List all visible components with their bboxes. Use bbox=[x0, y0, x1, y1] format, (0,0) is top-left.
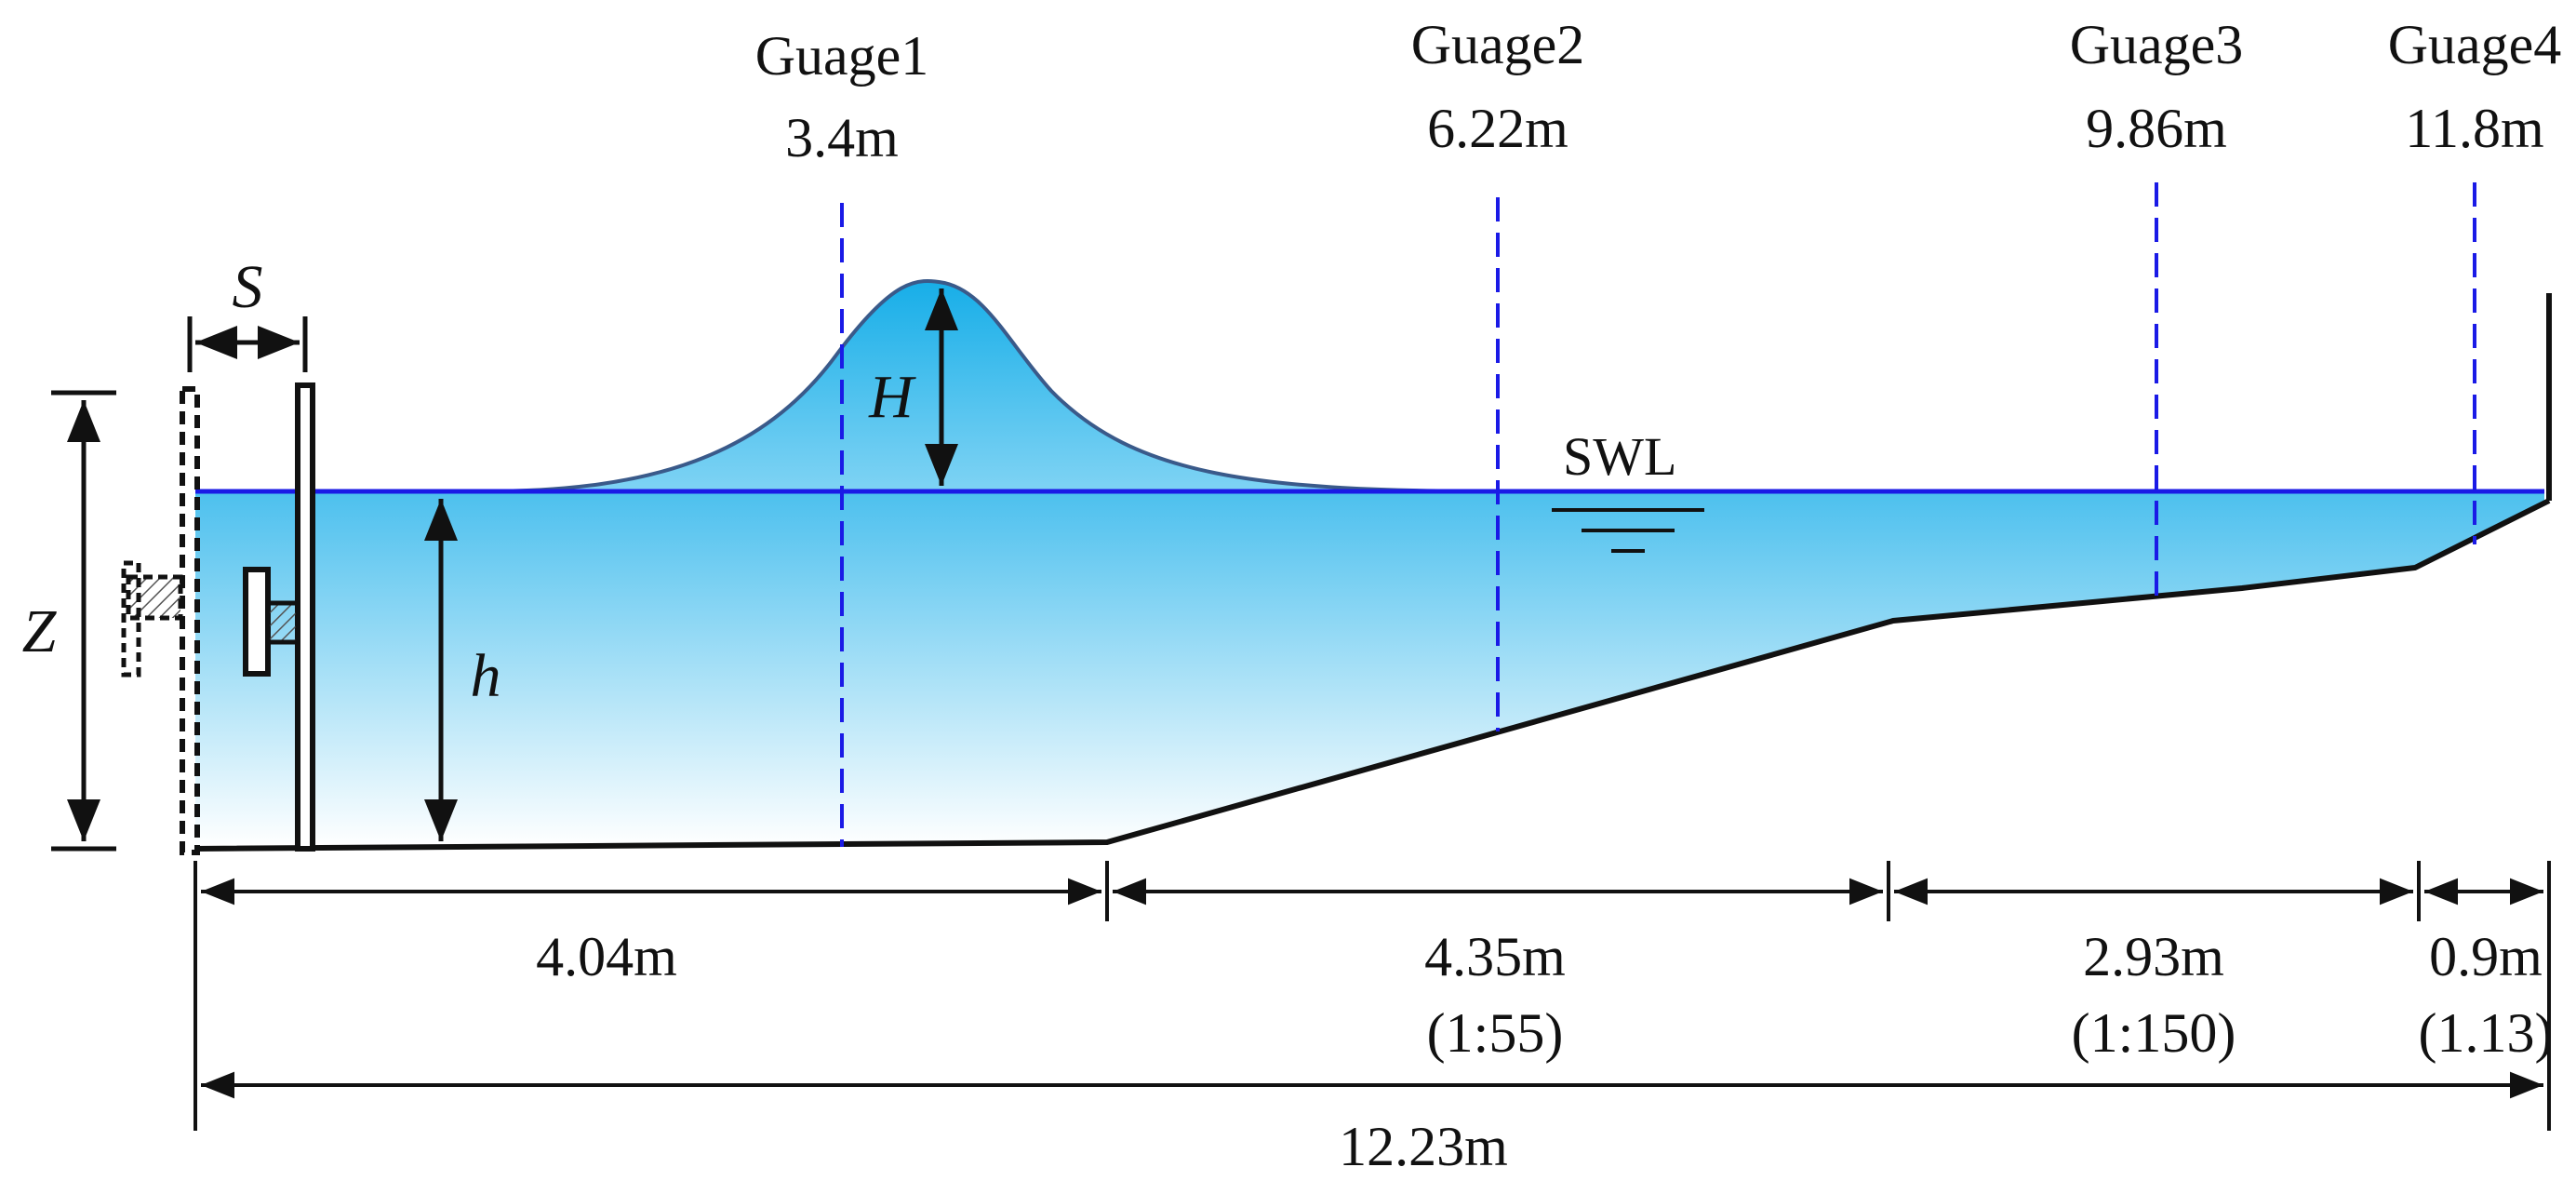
gauge1-distance: 3.4m bbox=[785, 107, 899, 168]
stroke-symbol: S bbox=[233, 253, 263, 321]
swl-symbol bbox=[1552, 508, 1704, 553]
segment1-length: 4.04m bbox=[536, 926, 677, 987]
swl-label: SWL bbox=[1563, 426, 1676, 487]
paddle-height-symbol: Z bbox=[22, 597, 58, 665]
segment2-slope: (1:55) bbox=[1427, 1002, 1564, 1064]
segment4-slope: (1.13) bbox=[2419, 1002, 2554, 1064]
wavemaker-back-wall bbox=[180, 386, 200, 855]
wave-height-symbol: H bbox=[868, 363, 916, 431]
segment3-length: 2.93m bbox=[2083, 926, 2224, 987]
segment2-length: 4.35m bbox=[1424, 926, 1566, 987]
actuator-solid bbox=[243, 567, 300, 677]
solitary-wave bbox=[483, 278, 1508, 493]
water-body bbox=[195, 491, 2544, 847]
segment3-slope: (1:150) bbox=[2072, 1002, 2236, 1064]
actuator-dashed bbox=[121, 560, 183, 677]
segment-dimension-ticks bbox=[194, 861, 2551, 1131]
gauge2-name: Guage2 bbox=[1411, 14, 1585, 75]
depth-symbol: h bbox=[471, 642, 501, 710]
segment4-length: 0.9m bbox=[2429, 926, 2543, 987]
gauge2-distance: 6.22m bbox=[1427, 98, 1568, 159]
gauge3-name: Guage3 bbox=[2070, 14, 2244, 75]
total-length: 12.23m bbox=[1339, 1116, 1508, 1177]
gauge3-distance: 9.86m bbox=[2086, 98, 2227, 159]
flume-bottom bbox=[194, 498, 2551, 852]
gauge1-name: Guage1 bbox=[755, 25, 929, 87]
gauge4-name: Guage4 bbox=[2388, 14, 2562, 75]
gauge4-distance: 11.8m bbox=[2405, 98, 2543, 159]
